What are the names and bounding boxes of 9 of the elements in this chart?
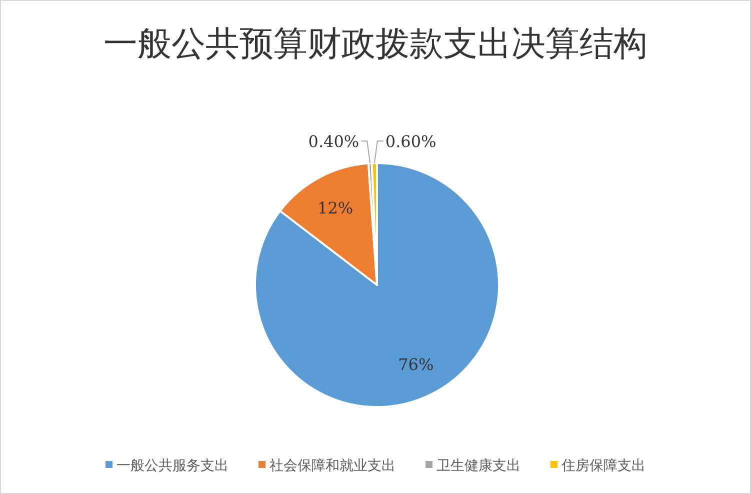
legend-label: 社会保障和就业支出 xyxy=(270,458,396,474)
legend-label: 一般公共服务支出 xyxy=(116,458,228,474)
data-label: 0.40% xyxy=(308,132,360,151)
title: 一般公共预算财政拨款支出决算结构 xyxy=(104,24,648,64)
legend-label: 卫生健康支出 xyxy=(436,458,520,474)
data-label: 12% xyxy=(318,198,354,218)
data-label: 0.60% xyxy=(385,132,436,151)
legend-label: 住房保障支出 xyxy=(560,458,646,474)
data-label: 76% xyxy=(398,354,434,374)
